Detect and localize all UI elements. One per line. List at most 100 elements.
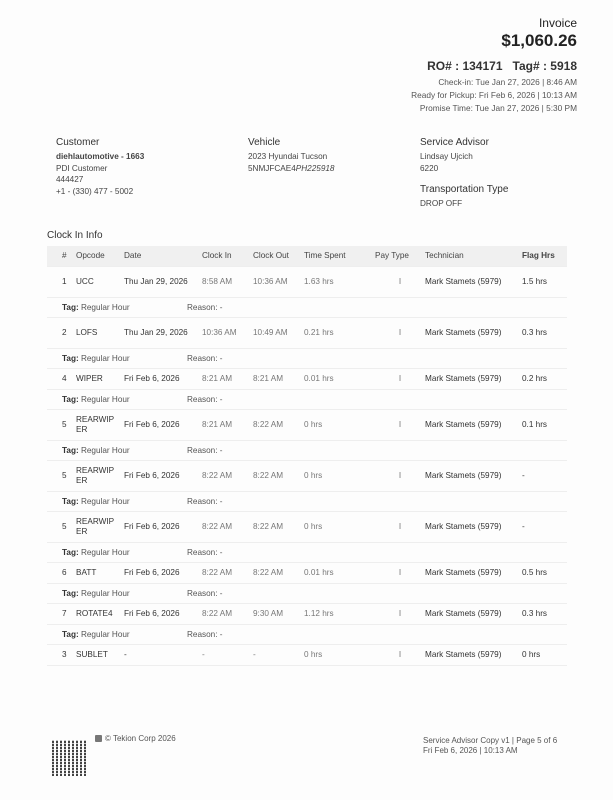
tag-row: Tag: Regular Hour Reason: - xyxy=(47,625,567,645)
advisor-id: 6220 xyxy=(420,163,439,173)
tag-label: Tag: xyxy=(62,354,79,363)
reason: Reason: - xyxy=(187,395,223,404)
vehicle-section: Vehicle 2023 Hyundai Tucson 5NMJFCAE4PH2… xyxy=(248,137,334,174)
customer-heading: Customer xyxy=(56,137,100,148)
cell-date: Fri Feb 6, 2026 xyxy=(124,471,180,480)
footer-info: Service Advisor Copy v1 | Page 5 of 6 Fr… xyxy=(423,736,557,756)
transport-type: DROP OFF xyxy=(420,199,463,208)
cell-date: Thu Jan 29, 2026 xyxy=(124,277,188,286)
cell-technician: Mark Stamets (5979) xyxy=(425,277,502,286)
table-row: 4 WIPER Fri Feb 6, 2026 8:21 AM 8:21 AM 0.01 … xyxy=(47,369,567,390)
vehicle-vin: 5NMJFCAE4PH225918 xyxy=(248,163,334,175)
cell-num: 6 xyxy=(62,568,67,577)
cell-flag-hrs: 1.5 hrs xyxy=(522,277,548,286)
cell-flag-hrs: 0 hrs xyxy=(522,650,541,659)
reason: Reason: - xyxy=(187,630,223,639)
tag-value: Regular Hour xyxy=(80,446,130,455)
qr-code xyxy=(52,740,86,776)
promise-time: Promise Time: Tue Jan 27, 2026 | 5:30 PM xyxy=(419,103,577,113)
customer-type: PDI Customer xyxy=(56,163,108,173)
cell-pay-type: I xyxy=(398,568,402,577)
table-row: 5 REARWIPER Fri Feb 6, 2026 8:22 AM 8:22 AM 0… xyxy=(47,512,567,543)
cell-clock-out: 10:36 AM xyxy=(253,277,288,286)
cell-clock-in: 8:58 AM xyxy=(202,277,233,286)
tag-value: Regular Hour xyxy=(80,395,130,404)
cell-date: Fri Feb 6, 2026 xyxy=(124,609,180,618)
cell-clock-out: 8:22 AM xyxy=(253,568,284,577)
tag-value: Regular Hour xyxy=(80,303,130,312)
cell-pay-type: I xyxy=(398,420,402,429)
cell-time-spent: 0 hrs xyxy=(304,471,323,480)
tag-label: Tag: xyxy=(62,630,79,639)
cell-flag-hrs: 0.5 hrs xyxy=(522,568,548,577)
col-pay-type: Pay Type xyxy=(375,251,409,260)
clock-in-table: # Opcode Date Clock In Clock Out Time Sp… xyxy=(47,246,567,666)
col-flag-hrs: Flag Hrs xyxy=(522,251,555,260)
cell-clock-out: 8:22 AM xyxy=(253,522,284,531)
cell-clock-in: 8:22 AM xyxy=(202,522,233,531)
cell-clock-in: 8:21 AM xyxy=(202,374,233,383)
cell-date: - xyxy=(124,650,127,659)
vin-prefix: 5NMJFCAE4 xyxy=(248,163,296,173)
cell-time-spent: 0 hrs xyxy=(304,420,323,429)
cell-clock-out: 9:30 AM xyxy=(253,609,284,618)
vehicle-model: 2023 Hyundai Tucson xyxy=(248,152,328,161)
tag-number: Tag# : 5918 xyxy=(512,59,577,73)
cell-date: Thu Jan 29, 2026 xyxy=(124,328,188,337)
tag-label: Tag: xyxy=(62,589,79,598)
tag-label: Tag: xyxy=(62,497,79,506)
tag-label: Tag: xyxy=(62,548,79,557)
cell-num: 3 xyxy=(62,650,67,659)
tag-value: Regular Hour xyxy=(80,548,130,557)
cell-pay-type: I xyxy=(398,650,402,659)
col-technician: Technician xyxy=(425,251,464,260)
cell-clock-in: - xyxy=(202,650,205,659)
tag-value: Regular Hour xyxy=(80,497,130,506)
cell-time-spent: 0.01 hrs xyxy=(304,568,334,577)
col-clock-out: Clock Out xyxy=(253,251,289,260)
cell-clock-in: 8:21 AM xyxy=(202,420,233,429)
table-row: 7 ROTATE4 Fri Feb 6, 2026 8:22 AM 9:30 AM 1.1… xyxy=(47,604,567,625)
cell-flag-hrs: 0.3 hrs xyxy=(522,328,548,337)
cell-opcode: REARWIPER xyxy=(76,466,115,485)
cell-opcode: WIPER xyxy=(76,374,103,383)
tag-label: Tag: xyxy=(62,303,79,312)
clock-in-title: Clock In Info xyxy=(47,230,103,241)
vehicle-heading: Vehicle xyxy=(248,137,281,148)
reason: Reason: - xyxy=(187,354,223,363)
cell-technician: Mark Stamets (5979) xyxy=(425,374,502,383)
cell-time-spent: 1.12 hrs xyxy=(304,609,334,618)
cell-clock-in: 8:22 AM xyxy=(202,471,233,480)
customer-phone: +1 - (330) 477 - 5002 xyxy=(56,186,134,196)
cell-clock-in: 8:22 AM xyxy=(202,568,233,577)
cell-date: Fri Feb 6, 2026 xyxy=(124,568,180,577)
advisor-section: Service Advisor Lindsay Ujcich 6220 Tran… xyxy=(420,137,508,210)
col-time-spent: Time Spent xyxy=(304,251,346,260)
cell-pay-type: I xyxy=(398,374,402,383)
cell-date: Fri Feb 6, 2026 xyxy=(124,522,180,531)
cell-opcode: LOFS xyxy=(76,328,98,337)
cell-technician: Mark Stamets (5979) xyxy=(425,522,502,531)
transport-heading: Transportation Type xyxy=(420,184,509,195)
cell-num: 5 xyxy=(62,420,67,429)
table-row: 6 BATT Fri Feb 6, 2026 8:22 AM 8:22 AM 0.01 h… xyxy=(47,563,567,584)
cell-flag-hrs: 0.2 hrs xyxy=(522,374,548,383)
table-row: 5 REARWIPER Fri Feb 6, 2026 8:21 AM 8:22 AM 0… xyxy=(47,410,567,441)
invoice-amount: $1,060.26 xyxy=(501,31,577,50)
cell-num: 2 xyxy=(62,328,67,337)
cell-num: 1 xyxy=(62,277,67,286)
advisor-name: Lindsay Ujcich xyxy=(420,152,473,161)
cell-flag-hrs: - xyxy=(522,471,525,480)
tag-value: Regular Hour xyxy=(80,354,130,363)
cell-technician: Mark Stamets (5979) xyxy=(425,568,502,577)
cell-time-spent: 1.63 hrs xyxy=(304,277,334,286)
ro-number: RO# : 134171 xyxy=(427,59,503,73)
reason: Reason: - xyxy=(187,497,223,506)
cell-pay-type: I xyxy=(398,522,402,531)
cell-clock-out: - xyxy=(253,650,256,659)
cell-clock-out: 8:22 AM xyxy=(253,471,284,480)
cell-flag-hrs: - xyxy=(522,522,525,531)
cell-num: 5 xyxy=(62,471,67,480)
cell-time-spent: 0 hrs xyxy=(304,522,323,531)
cell-time-spent: 0.01 hrs xyxy=(304,374,334,383)
